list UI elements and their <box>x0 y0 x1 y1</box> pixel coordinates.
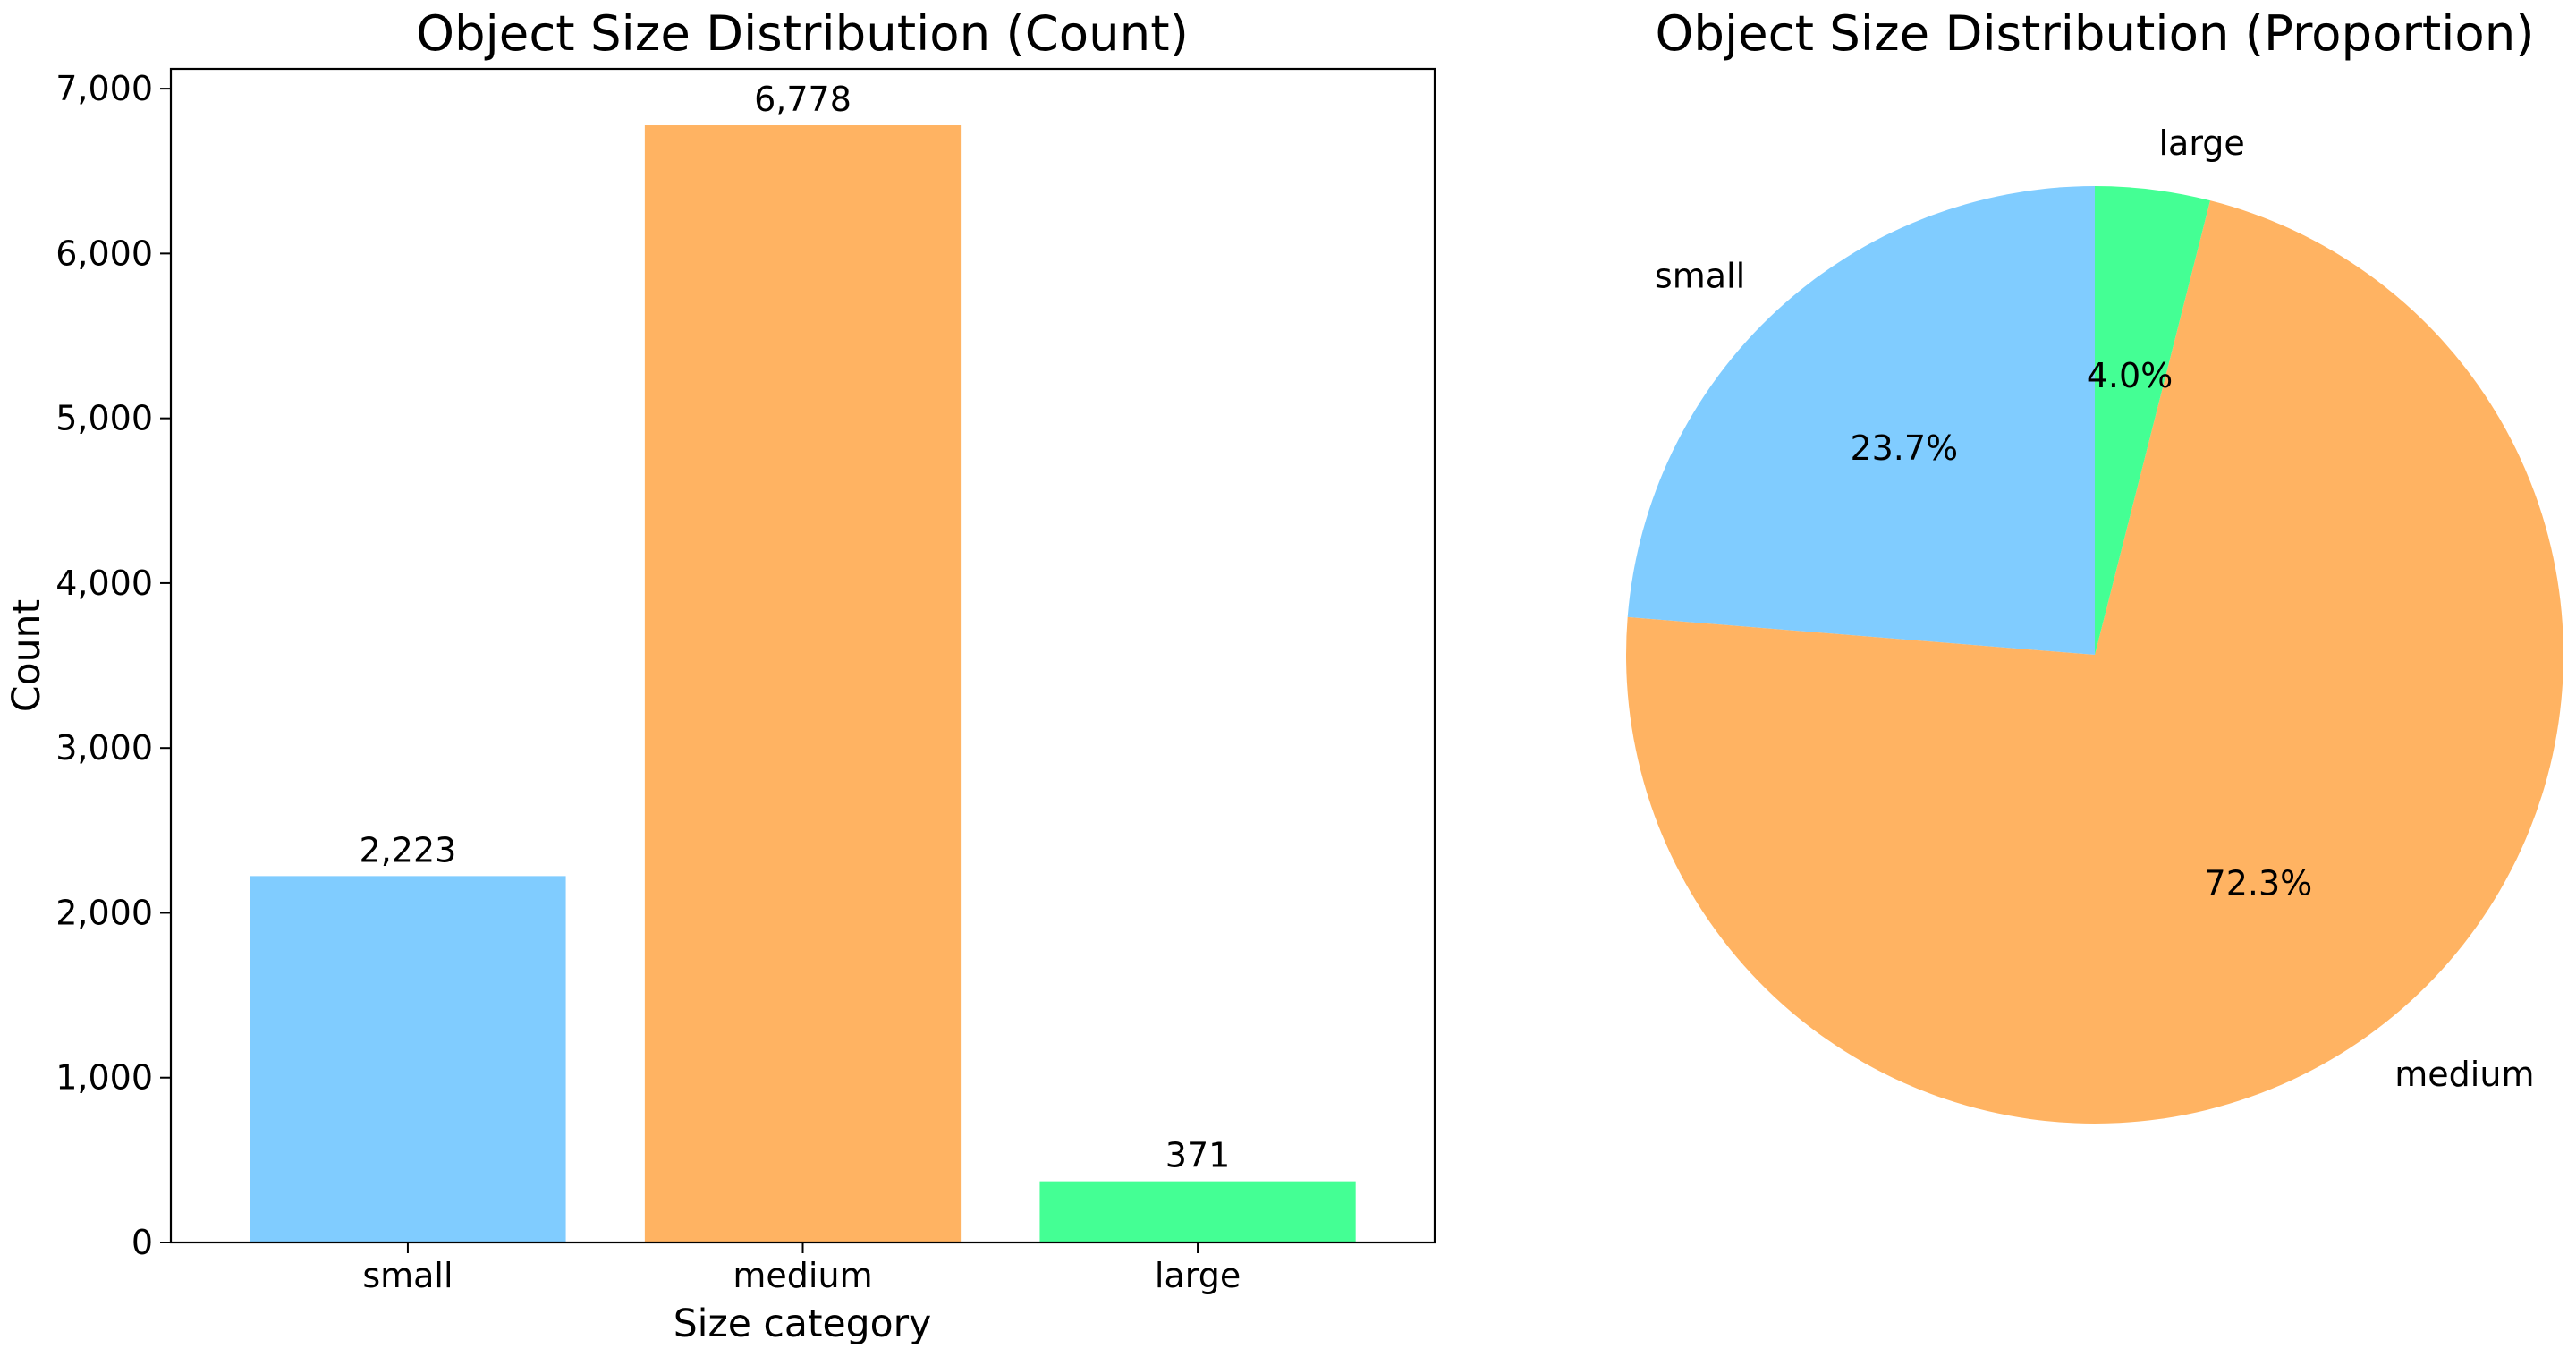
x-axis-ticks: small medium large <box>362 1243 1241 1295</box>
bar-value-label-small: 2,223 <box>360 830 457 869</box>
pie-percent-large: 4.0% <box>2087 356 2174 395</box>
bar-small <box>250 876 566 1243</box>
plot-frame <box>169 67 1436 1244</box>
y-tick-label: 5,000 <box>55 399 153 438</box>
pie-wedge-medium <box>1626 200 2563 1124</box>
bar-medium <box>644 125 962 1243</box>
y-axis-label: Count <box>5 599 49 712</box>
bar-chart-title: Object Size Distribution (Count) <box>416 4 1189 62</box>
pie-label-large: large <box>2158 123 2244 163</box>
y-axis-ticks: 0 1,000 2,000 3,000 4,000 5,000 6,000 7,000 <box>55 69 171 1262</box>
y-tick-label: 4,000 <box>55 564 153 603</box>
x-tick-label-small: small <box>362 1256 453 1295</box>
x-tick-label-large: large <box>1155 1256 1241 1295</box>
pie-label-small: small <box>1655 256 1745 295</box>
bar-value-label-large: 371 <box>1165 1136 1231 1175</box>
bar-large <box>1039 1181 1356 1243</box>
pie-percent-medium: 72.3% <box>2205 864 2313 903</box>
y-tick-label: 1,000 <box>55 1058 153 1098</box>
pie-wedge-small <box>1627 186 2095 655</box>
pie-chart: Object Size Distribution (Proportion) sm… <box>1626 4 2563 1124</box>
bar-chart: Object Size Distribution (Count) 2,223 6,… <box>5 4 1436 1346</box>
pie-wedge-large <box>2095 186 2210 655</box>
pie-wedges <box>1626 186 2563 1124</box>
pie-labels: small 23.7% medium 72.3% large 4.0% <box>1655 123 2535 1094</box>
y-tick-label: 7,000 <box>55 69 153 108</box>
y-tick-label: 6,000 <box>55 233 153 273</box>
y-tick-label: 3,000 <box>55 728 153 768</box>
y-tick-label: 2,000 <box>55 893 153 932</box>
x-axis-label: Size category <box>674 1302 932 1346</box>
y-tick-label: 0 <box>131 1223 153 1262</box>
pie-percent-small: 23.7% <box>1850 428 1958 468</box>
bar-value-label-medium: 6,778 <box>754 80 852 119</box>
pie-chart-title: Object Size Distribution (Proportion) <box>1655 4 2534 62</box>
x-tick-label-medium: medium <box>733 1256 872 1295</box>
bar-marks: 2,223 6,778 371 <box>250 80 1356 1243</box>
pie-label-medium: medium <box>2394 1055 2534 1094</box>
